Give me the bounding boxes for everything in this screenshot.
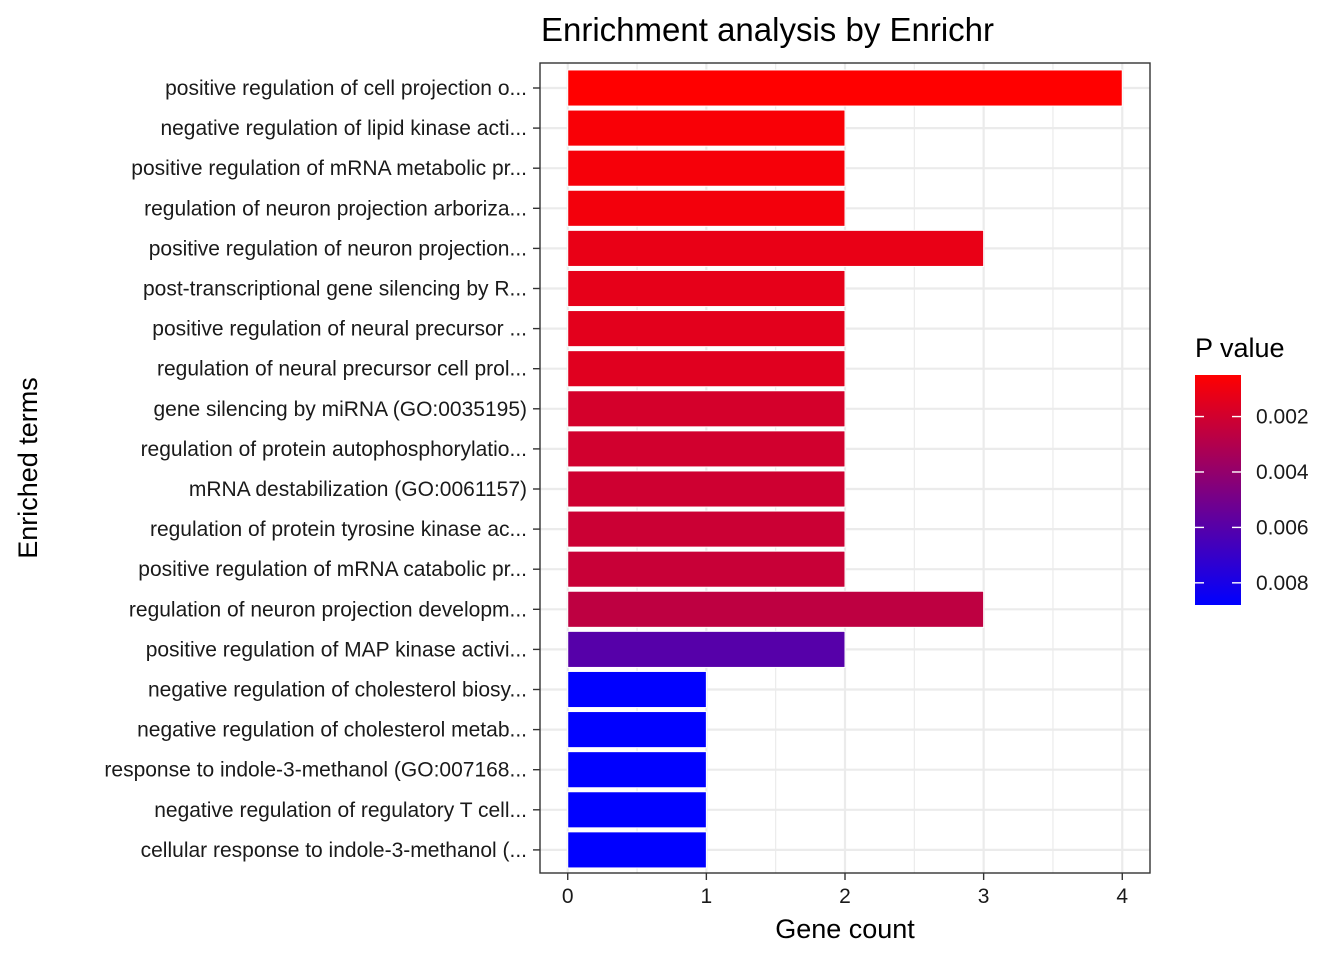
bar [567, 791, 707, 829]
y-tick-label: negative regulation of lipid kinase acti… [160, 117, 527, 140]
y-tick-label: negative regulation of cholesterol biosy… [148, 679, 527, 702]
legend-tick-label: 0.008 [1256, 572, 1309, 595]
y-tick-label: post-transcriptional gene silencing by R… [143, 278, 527, 301]
y-tick-label: regulation of neural precursor cell prol… [157, 358, 527, 381]
y-tick-label: regulation of protein tyrosine kinase ac… [150, 518, 527, 541]
y-tick-label: regulation of protein autophosphorylatio… [141, 438, 527, 461]
y-axis-label: Enriched terms [13, 377, 43, 559]
bar [567, 310, 846, 348]
y-tick-label: regulation of neuron projection arboriza… [144, 197, 527, 220]
bar [567, 350, 846, 388]
legend-tick-label: 0.004 [1256, 461, 1309, 484]
y-axis: positive regulation of cell projection o… [104, 77, 540, 862]
x-axis: 0 1 2 3 4 [562, 873, 1128, 908]
y-tick-label: negative regulation of cholesterol metab… [137, 719, 527, 742]
y-tick-label: positive regulation of MAP kinase activi… [146, 638, 527, 661]
y-tick-label: gene silencing by miRNA (GO:0035195) [153, 398, 527, 421]
x-tick-label: 2 [839, 885, 851, 908]
x-tick-label: 4 [1116, 885, 1128, 908]
x-tick-label: 0 [562, 885, 574, 908]
legend-colorbar [1195, 375, 1241, 605]
y-tick-label: positive regulation of cell projection o… [165, 77, 527, 100]
legend-title: P value [1195, 333, 1285, 363]
x-tick-label: 3 [978, 885, 990, 908]
bar [567, 831, 707, 869]
bars-layer [567, 69, 1123, 869]
x-tick-label: 1 [701, 885, 713, 908]
bar [567, 229, 985, 267]
y-tick-label: positive regulation of neural precursor … [152, 318, 527, 341]
y-tick-label: regulation of neuron projection developm… [129, 598, 527, 621]
bar [567, 69, 1123, 107]
legend-tick-label: 0.006 [1256, 516, 1309, 539]
bar [567, 430, 846, 468]
legend-ticks: 0.002 0.004 0.006 0.008 [1195, 406, 1309, 595]
legend: P value 0.002 0.004 0.006 0.008 [1195, 333, 1309, 605]
bar [567, 189, 846, 227]
bar [567, 711, 707, 749]
legend-tick-label: 0.002 [1256, 406, 1309, 429]
bar [567, 269, 846, 308]
y-tick-label: negative regulation of regulatory T cell… [154, 799, 527, 822]
y-tick-label: positive regulation of neuron projection… [149, 237, 527, 260]
y-tick-label: mRNA destabilization (GO:0061157) [189, 478, 527, 501]
y-tick-label: positive regulation of mRNA metabolic pr… [131, 157, 527, 180]
bar [567, 510, 846, 548]
chart-title: Enrichment analysis by Enrichr [541, 11, 994, 48]
x-axis-label: Gene count [775, 914, 915, 944]
bar [567, 590, 985, 628]
y-tick-label: response to indole-3-methanol (GO:007168… [104, 759, 527, 782]
bar [567, 751, 707, 789]
y-tick-label: positive regulation of mRNA catabolic pr… [138, 558, 527, 581]
bar [567, 470, 846, 508]
bar [567, 550, 846, 588]
bar [567, 109, 846, 147]
y-tick-label: cellular response to indole-3-methanol (… [141, 839, 527, 862]
bar [567, 390, 846, 428]
bar [567, 630, 846, 668]
bar [567, 149, 846, 187]
bar [567, 670, 707, 709]
